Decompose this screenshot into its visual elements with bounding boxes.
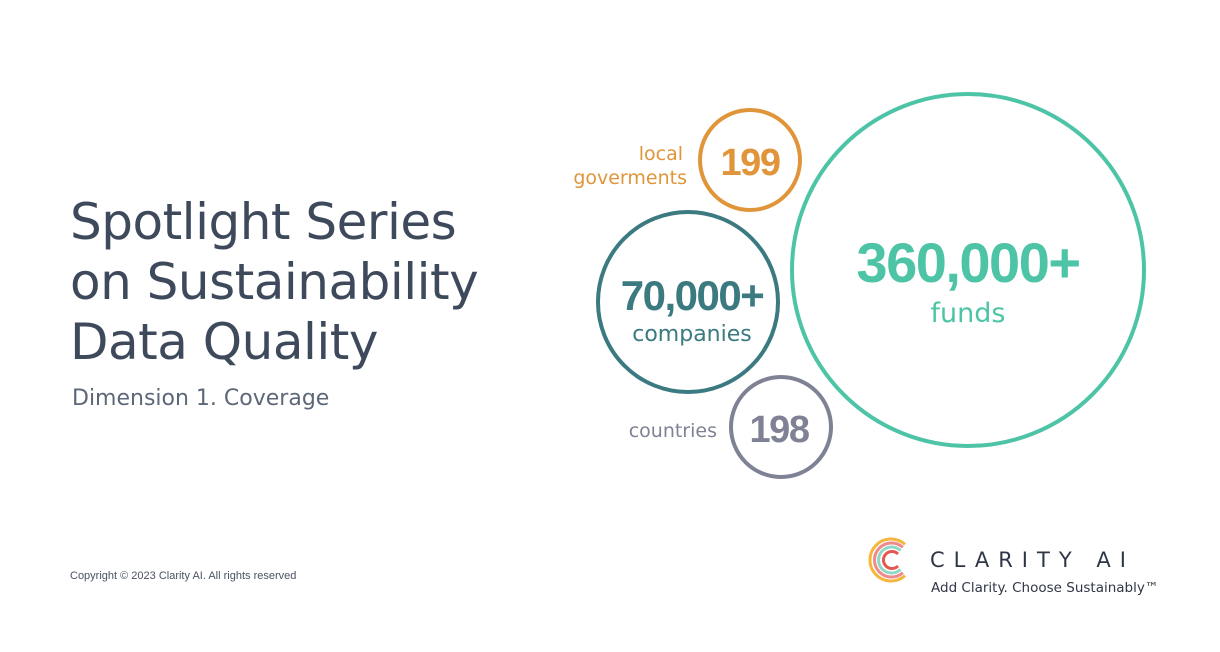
funds-circle [790,92,1146,448]
countries-circle [729,375,833,479]
title-line-3: Data Quality [70,313,378,371]
local-governments-circle [698,108,802,212]
title-line-1: Spotlight Series [70,193,457,251]
funds-bubble: 360,000+ funds [790,92,1146,448]
clarity-ai-logo-icon [868,537,907,583]
local-governments-label-line-2: goverments [573,167,687,189]
companies-circle [596,210,780,394]
local-governments-value: 199 [721,142,780,184]
title-line-2: on Sustainability [70,253,479,311]
countries-value: 198 [750,409,809,451]
funds-value: 360,000+ [856,231,1079,294]
local-governments-label-line-1: local [639,143,683,165]
copyright-notice: Copyright © 2023 Clarity AI. All rights … [70,570,297,582]
brand-name: CLARITY AI [930,548,1135,572]
companies-label: companies [632,322,752,347]
companies-value: 70,000+ [621,272,764,319]
countries-label: countries [629,420,717,442]
brand-tagline: Add Clarity. Choose Sustainably™ [931,580,1159,596]
subtitle: Dimension 1. Coverage [72,386,330,411]
page-title: Spotlight Series on Sustainability Data … [70,192,540,372]
local-governments-bubble: 199 local goverments [573,108,802,212]
countries-bubble: 198 countries [629,375,833,479]
funds-label: funds [931,298,1006,329]
companies-bubble: 70,000+ companies [596,210,780,394]
